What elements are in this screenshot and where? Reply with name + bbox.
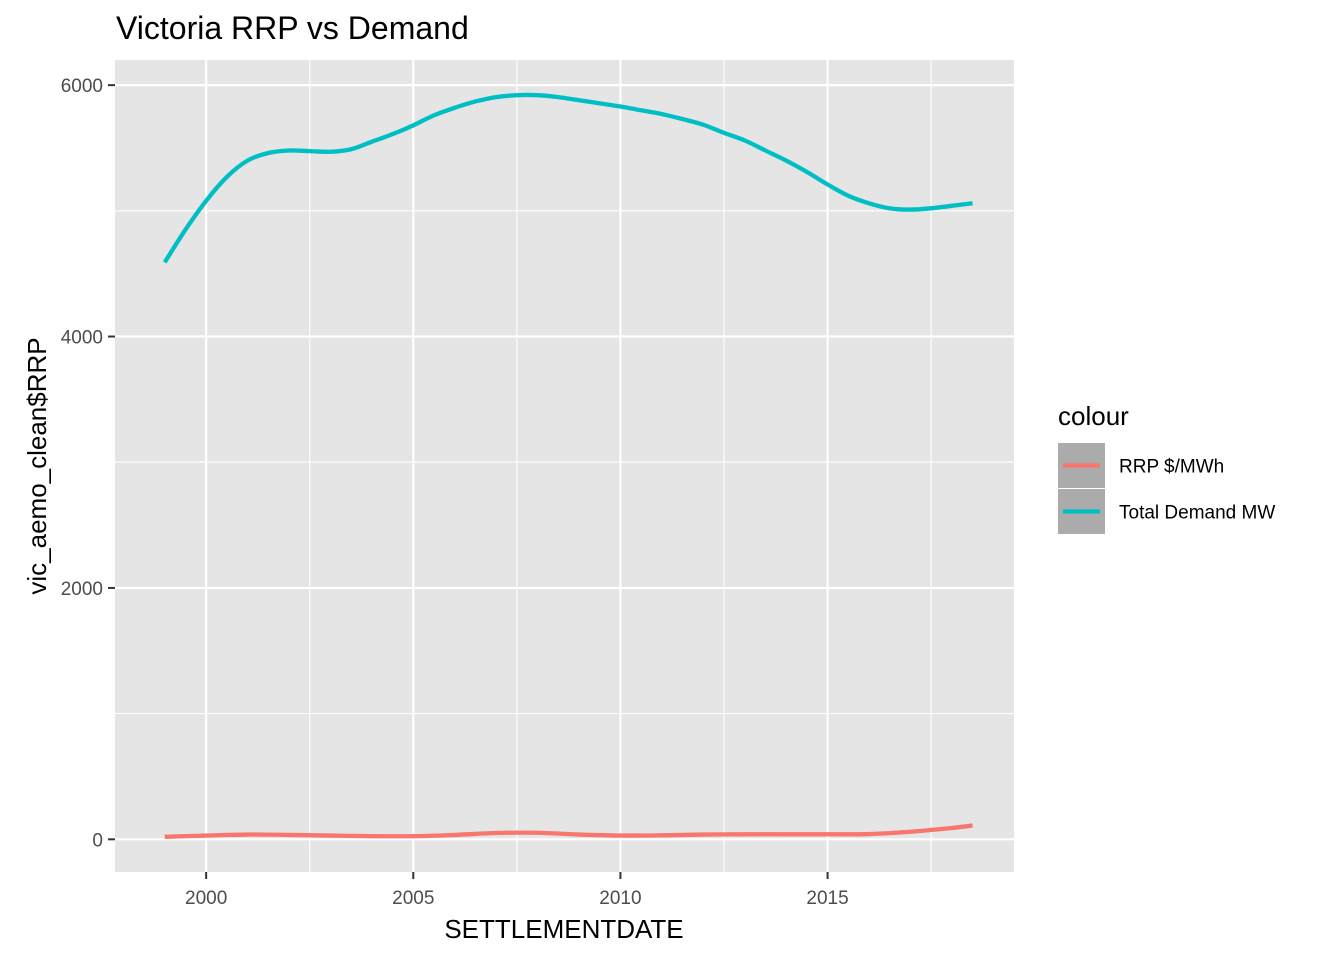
y-tick-label: 0 xyxy=(92,830,103,851)
x-tick-label: 2000 xyxy=(185,888,227,909)
x-tick-labels: 2000 2005 2010 2015 xyxy=(185,888,849,909)
x-tick-label: 2015 xyxy=(806,888,848,909)
minor-gridlines xyxy=(115,60,1014,872)
x-tick-label: 2005 xyxy=(392,888,434,909)
series-lines xyxy=(162,92,973,839)
legend-items: RRP $/MWh Total Demand MW xyxy=(1058,443,1275,534)
legend-label: RRP $/MWh xyxy=(1119,457,1224,478)
series-line-1 xyxy=(164,823,973,839)
plot-panel xyxy=(115,60,1014,872)
legend: colour RRP $/MWh Total Demand MW xyxy=(1058,401,1275,534)
x-axis-title: SETTLEMENTDATE xyxy=(444,914,683,944)
legend-title: colour xyxy=(1058,401,1129,431)
y-tick-label: 4000 xyxy=(61,328,103,349)
y-tick-labels: 0 2000 4000 6000 xyxy=(61,76,103,851)
legend-label: Total Demand MW xyxy=(1119,503,1275,524)
chart-title: Victoria RRP vs Demand xyxy=(116,10,469,46)
major-gridlines xyxy=(115,60,1014,872)
x-tick-label: 2010 xyxy=(599,888,641,909)
y-axis-title: vic_aemo_clean$RRP xyxy=(22,337,52,594)
series-line-2 xyxy=(162,92,973,264)
axis-ticks xyxy=(108,84,829,879)
y-tick-label: 6000 xyxy=(61,76,103,97)
y-tick-label: 2000 xyxy=(61,579,103,600)
